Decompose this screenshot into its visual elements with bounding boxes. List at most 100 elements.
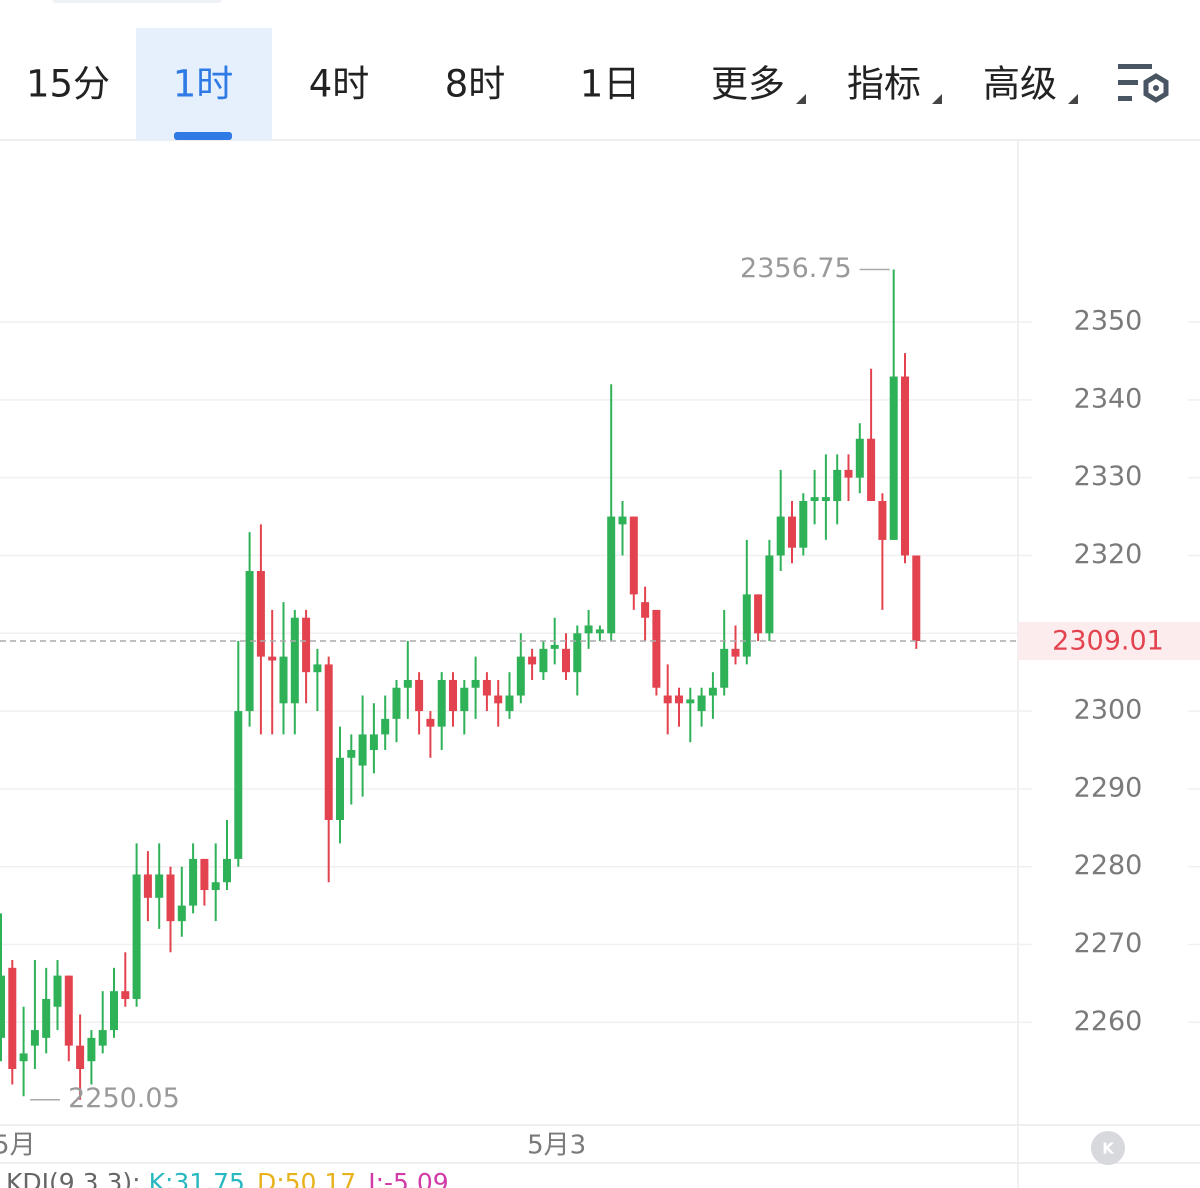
- candle-body: [279, 656, 288, 704]
- x-tick-label: 5月3: [527, 1131, 586, 1161]
- candle-body: [562, 648, 570, 673]
- candle-body: [607, 516, 616, 634]
- candle-body: [855, 438, 864, 478]
- icon-bar: [1118, 96, 1132, 101]
- candle-body: [268, 656, 277, 661]
- tab[interactable]: 指标: [847, 63, 921, 106]
- candle-body: [460, 687, 469, 712]
- candle-body: [482, 679, 491, 696]
- candle-body: [754, 594, 763, 634]
- candle-body: [392, 687, 401, 719]
- candle-body: [901, 376, 909, 556]
- candle-body: [675, 695, 683, 704]
- candle-body: [234, 711, 243, 859]
- candle-body: [878, 501, 887, 540]
- icon-dot: [1153, 85, 1159, 91]
- candle-body: [211, 882, 220, 891]
- candles: [0, 269, 921, 1100]
- candle-body: [810, 497, 819, 502]
- candle-body: [912, 555, 921, 641]
- top-pill: [52, 0, 222, 3]
- candle-body: [313, 664, 322, 673]
- candle-body: [449, 679, 457, 712]
- tab[interactable]: 1时: [173, 63, 234, 106]
- candle-body: [403, 679, 412, 688]
- indicator-value: J:-5.09: [366, 1168, 448, 1188]
- collapse-button[interactable]: [1091, 1131, 1125, 1165]
- tab[interactable]: 更多: [711, 63, 785, 106]
- candle-body: [223, 858, 231, 883]
- candle-body: [573, 633, 582, 673]
- settings-icon[interactable]: [1118, 64, 1169, 103]
- candle-body: [516, 656, 525, 696]
- candle-body: [110, 991, 118, 1031]
- candle-body: [731, 648, 740, 657]
- candle-body: [426, 718, 435, 727]
- tab[interactable]: 1日: [580, 63, 641, 106]
- candle-body: [302, 617, 311, 673]
- tab[interactable]: 4时: [309, 63, 370, 106]
- candle-body: [471, 679, 480, 688]
- candle-body: [30, 1030, 39, 1046]
- collapse-icon: K: [1102, 1140, 1115, 1158]
- candle-body: [189, 858, 198, 906]
- candle-body: [697, 695, 706, 712]
- candle-body: [143, 874, 152, 898]
- candle-body: [64, 975, 73, 1046]
- candle-body: [8, 967, 17, 1069]
- candle-body: [844, 469, 853, 478]
- candle-body: [708, 687, 717, 696]
- candle-body: [358, 734, 367, 766]
- candle-body: [629, 516, 638, 595]
- y-tick-label: 2290: [1074, 772, 1143, 803]
- candle-body: [641, 602, 650, 618]
- candle-body: [821, 497, 830, 502]
- dropdown-mark: [1068, 94, 1078, 104]
- tab[interactable]: 8时: [445, 63, 506, 106]
- candle-body: [776, 516, 785, 556]
- candle-body: [166, 874, 175, 922]
- candle-body: [584, 625, 593, 634]
- candle-body: [867, 438, 876, 502]
- candle-body: [833, 469, 842, 502]
- y-tick-label: 2330: [1074, 461, 1143, 492]
- candle-body: [336, 757, 344, 821]
- candle-body: [155, 874, 164, 898]
- candle-body: [742, 594, 751, 657]
- dropdown-mark: [796, 94, 806, 104]
- tab[interactable]: 15分: [26, 63, 110, 106]
- x-tick-label: 5月: [0, 1131, 36, 1161]
- indicator-value: K:31.75: [149, 1168, 245, 1188]
- y-tick-label: 2280: [1074, 850, 1143, 881]
- candle-body: [528, 656, 537, 665]
- candle-body: [663, 695, 672, 704]
- candle-body: [686, 699, 695, 704]
- candle-body: [177, 905, 186, 922]
- indicator-value: D:50.17: [257, 1168, 356, 1188]
- candle-body: [799, 501, 808, 548]
- candle-body: [505, 695, 514, 712]
- candle-body: [290, 617, 299, 704]
- icon-hex: [1143, 73, 1169, 103]
- active-tab-indicator: [174, 132, 232, 140]
- candle-body: [76, 1045, 85, 1069]
- candle-body: [53, 975, 62, 1007]
- y-tick-label: 2270: [1074, 928, 1143, 959]
- candle-body: [256, 571, 265, 657]
- candle-body: [494, 695, 503, 704]
- price-tag: [1018, 621, 1200, 660]
- tab[interactable]: 高级: [983, 63, 1057, 106]
- icon-bar: [1118, 80, 1138, 85]
- indicator-label: KDJ(9,3,3):: [6, 1168, 141, 1188]
- active-tab-bg: [136, 28, 272, 140]
- candle-body: [788, 516, 796, 548]
- price-label: 2309.01: [1052, 625, 1164, 656]
- candle-body: [0, 975, 5, 1038]
- y-tick-label: 2260: [1074, 1006, 1143, 1037]
- candle-body: [369, 734, 378, 750]
- candle-body: [652, 609, 661, 688]
- candle-body: [121, 991, 130, 999]
- candle-body: [539, 648, 548, 673]
